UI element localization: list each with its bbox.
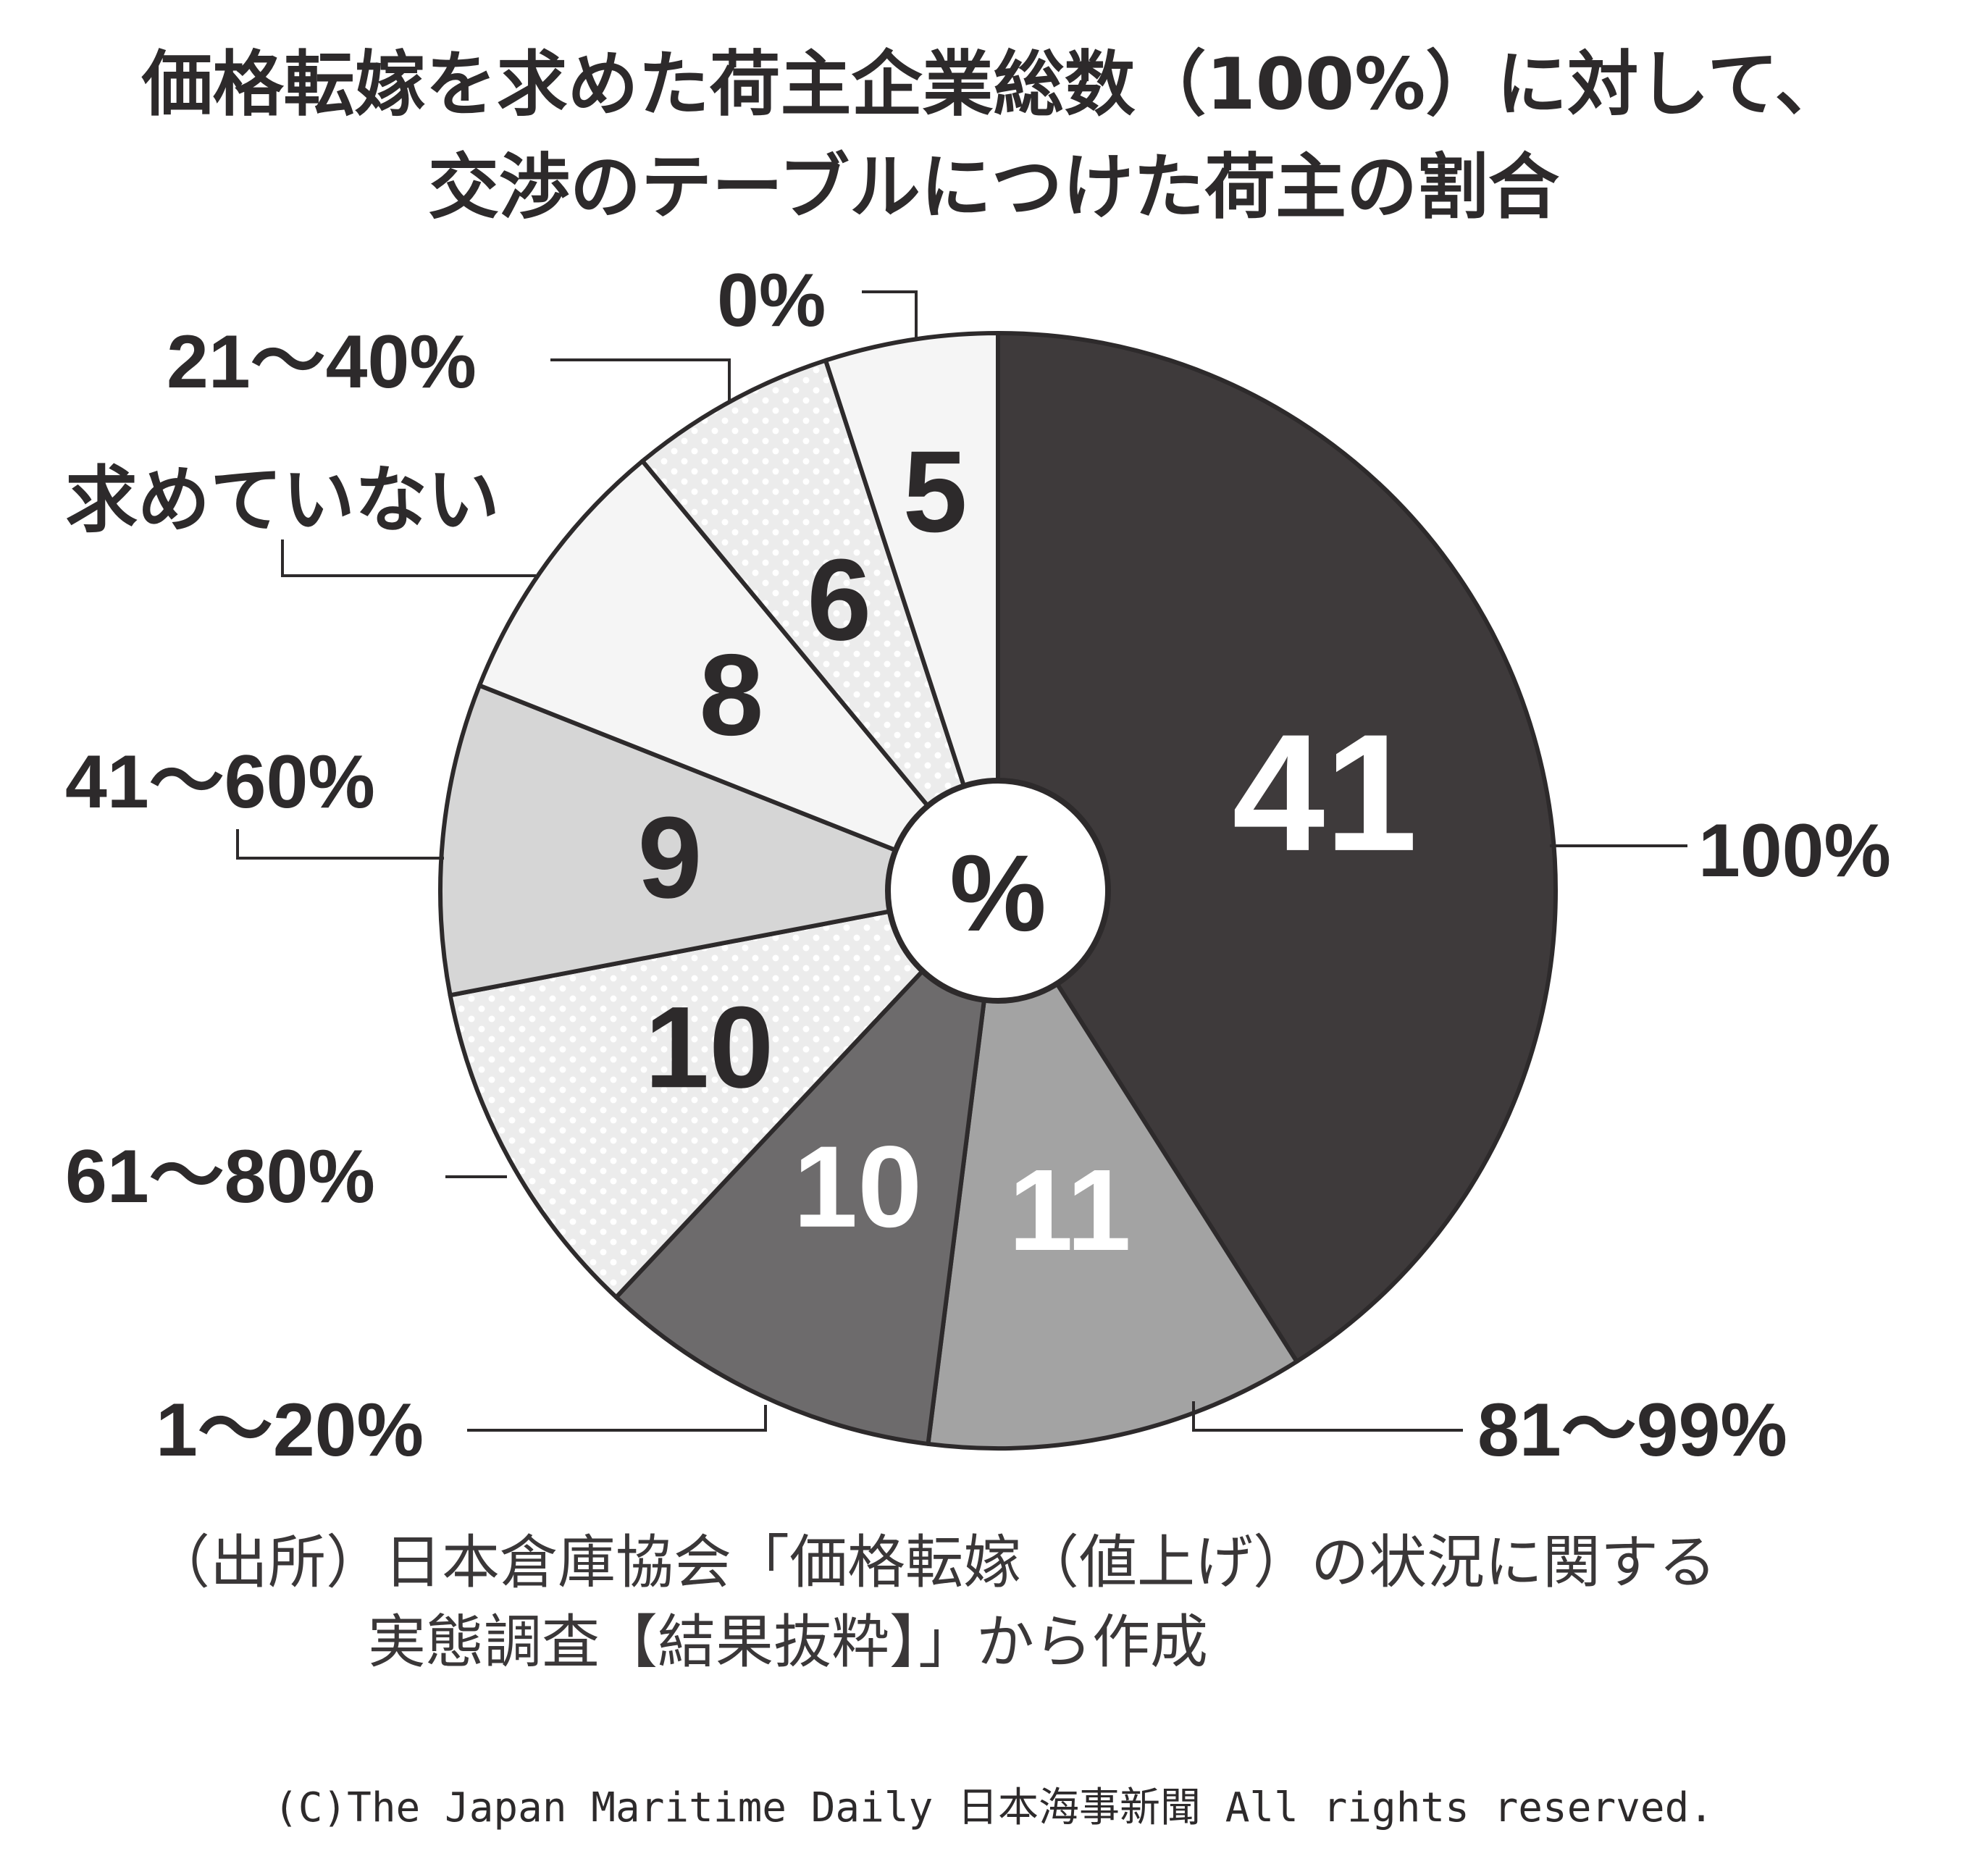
- pie-slice: [448, 889, 1000, 1300]
- pie-slice: [926, 889, 1299, 1451]
- category-label-21-40: 21～40%: [167, 320, 477, 404]
- leader-lines: [236, 290, 1687, 1432]
- source-line-2: 実態調査【結果抜粋】」から作成: [368, 1608, 1208, 1676]
- category-label-1-20: 1～20%: [156, 1388, 424, 1472]
- leader-line: [236, 829, 444, 860]
- value-label: 8: [699, 630, 763, 760]
- pie-slice: [613, 889, 1000, 1446]
- source-line-1: （出所）日本倉庫協会「価格転嫁（値上げ）の状況に関する: [152, 1529, 1716, 1596]
- pie-slice: [438, 683, 1000, 998]
- value-label: 6: [807, 534, 871, 664]
- copyright-notice: (C)The Japan Maritime Daily 日本海事新聞 All r…: [274, 1784, 1714, 1831]
- pie-slice: [477, 458, 1000, 893]
- category-label-81-99: 81～99%: [1477, 1388, 1787, 1472]
- leader-line: [467, 1405, 767, 1432]
- value-label: 10: [793, 1122, 922, 1251]
- value-label: 5: [903, 427, 968, 556]
- value-label: 10: [645, 982, 773, 1112]
- center-hole: [885, 778, 1111, 1004]
- leader-line: [862, 290, 918, 340]
- leader-line: [1192, 1401, 1463, 1432]
- leader-line: [550, 358, 731, 400]
- pie-slice: [823, 331, 1000, 893]
- category-label-41-60: 41～60%: [65, 740, 375, 824]
- category-label-0: 0%: [717, 259, 826, 343]
- value-label: 41: [1232, 700, 1417, 886]
- chart-title-line-2: 交渉のテーブルにつけた荷主の割合: [428, 146, 1559, 229]
- category-label-61-80: 61～80%: [65, 1135, 375, 1219]
- pie-slice: [996, 331, 1558, 1364]
- pie-slices: [438, 331, 1558, 1451]
- value-label: 11: [1009, 1145, 1131, 1275]
- category-label-not-requested: 求めていない: [65, 458, 500, 542]
- value-label: 9: [638, 792, 702, 922]
- chart-title-line-1: 価格転嫁を求めた荷主企業総数（100%）に対して、: [141, 43, 1846, 126]
- leader-line: [281, 540, 536, 577]
- pie-slice: [640, 358, 1000, 893]
- center-label: %: [949, 832, 1046, 954]
- category-label-100: 100%: [1698, 809, 1891, 893]
